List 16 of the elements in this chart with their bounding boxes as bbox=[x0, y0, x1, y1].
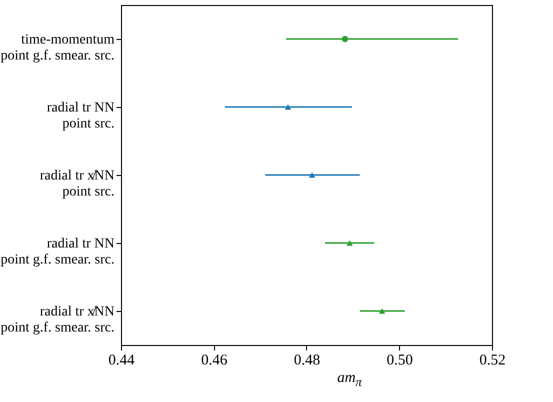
x-tick-label: 0.50 bbox=[386, 352, 413, 368]
x-tick-label: 0.52 bbox=[479, 352, 506, 368]
point bbox=[308, 172, 316, 178]
x-axis-title: am$_{π}$ bbox=[336, 370, 363, 390]
point bbox=[342, 36, 348, 42]
y-tick-label: radial tr x̸NN point g.f. smear. src. bbox=[0, 304, 114, 336]
x-tick-label: 0.46 bbox=[201, 352, 228, 368]
x-tick-label: 0.48 bbox=[294, 352, 320, 368]
x-tick-label: 0.44 bbox=[108, 352, 136, 368]
y-tick-label: radial tr NN point g.f. smear. src. bbox=[0, 236, 114, 268]
y-tick-label: radial tr x̸NN point src. bbox=[40, 168, 114, 200]
point bbox=[378, 308, 386, 314]
point bbox=[346, 240, 353, 246]
y-tick-label: radial tr NN point src. bbox=[46, 100, 114, 132]
point bbox=[284, 104, 292, 110]
y-tick-label: time-momentum point g.f. smear. src. bbox=[0, 32, 115, 64]
